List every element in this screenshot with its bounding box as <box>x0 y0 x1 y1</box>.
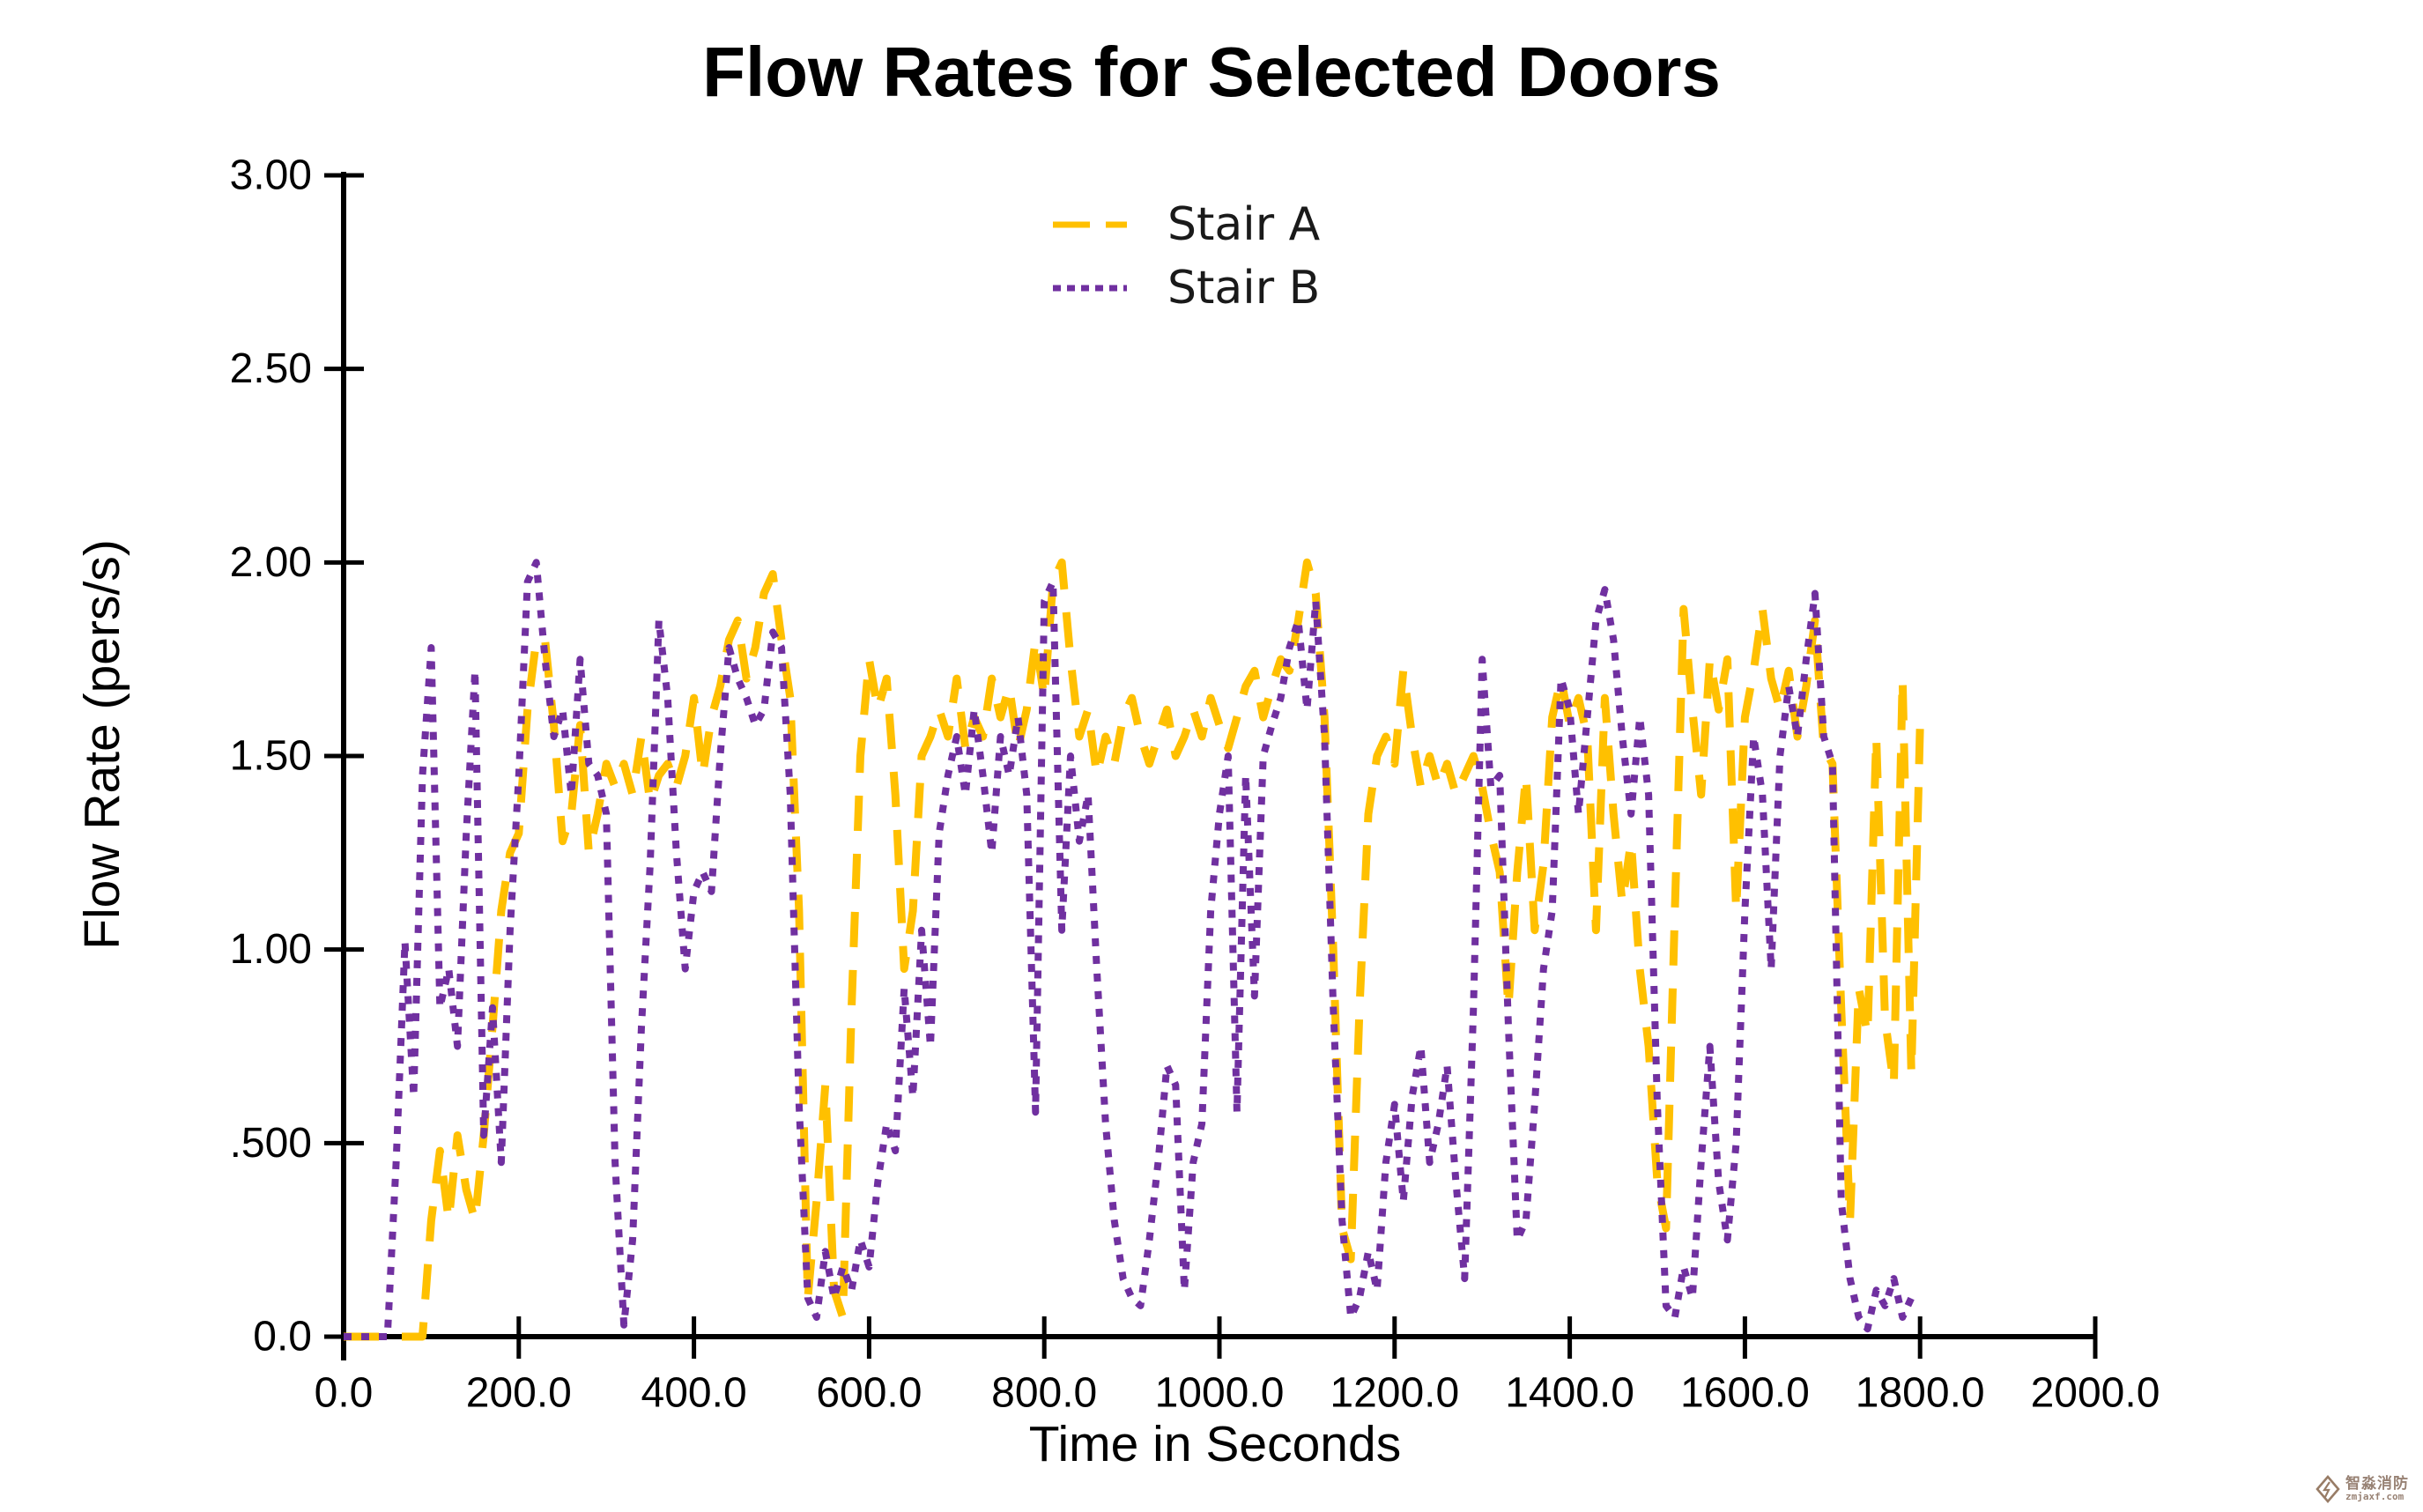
y-tick-label: 2.50 <box>230 345 312 392</box>
x-tick-label: 0.0 <box>315 1370 374 1417</box>
x-tick-label: 1600.0 <box>1680 1370 1810 1417</box>
y-tick-label: 0.0 <box>253 1314 312 1360</box>
x-tick-label: 200.0 <box>466 1370 572 1417</box>
series-line-stair-a <box>344 558 1924 1341</box>
series-line-stair-b <box>344 559 1915 1340</box>
y-tick-label: 2.00 <box>230 539 312 586</box>
x-tick-label: 1200.0 <box>1330 1370 1459 1417</box>
legend-label-stair-a: Stair A <box>1167 198 1321 251</box>
x-tick-label: 2000.0 <box>2031 1370 2160 1417</box>
y-tick-label: 1.00 <box>230 926 312 973</box>
y-tick-label: 1.50 <box>230 733 312 780</box>
x-axis-title: Time in Seconds <box>1028 1416 1402 1472</box>
watermark-logo-icon <box>2316 1475 2340 1503</box>
stair-b-dot-sample-icon <box>1053 285 1127 292</box>
watermark-text: 智淼消防 zmjaxf.com <box>2345 1476 2409 1501</box>
legend: Stair A Stair B <box>1051 198 1321 315</box>
legend-item-stair-a: Stair A <box>1051 198 1321 251</box>
x-tick-label: 400.0 <box>641 1370 747 1417</box>
x-tick-label: 1400.0 <box>1505 1370 1634 1417</box>
x-tick-label: 1000.0 <box>1155 1370 1285 1417</box>
watermark-brand: 智淼消防 <box>2345 1475 2409 1493</box>
watermark: 智淼消防 zmjaxf.com <box>2316 1475 2409 1503</box>
legend-label-stair-b: Stair B <box>1167 262 1321 315</box>
y-tick-label: 3.00 <box>230 152 312 199</box>
x-tick-label: 1800.0 <box>1856 1370 1985 1417</box>
y-axis-title: Flow Rate (pers/s) <box>74 539 130 950</box>
x-tick-label: 800.0 <box>991 1370 1097 1417</box>
stair-a-dash-sample-icon <box>1053 221 1127 228</box>
watermark-url: zmjaxf.com <box>2345 1491 2404 1503</box>
legend-item-stair-b: Stair B <box>1051 262 1321 315</box>
page-title: Flow Rates for Selected Doors <box>702 33 1721 111</box>
x-tick-label: 600.0 <box>816 1370 922 1417</box>
y-tick-label: .500 <box>230 1120 312 1167</box>
